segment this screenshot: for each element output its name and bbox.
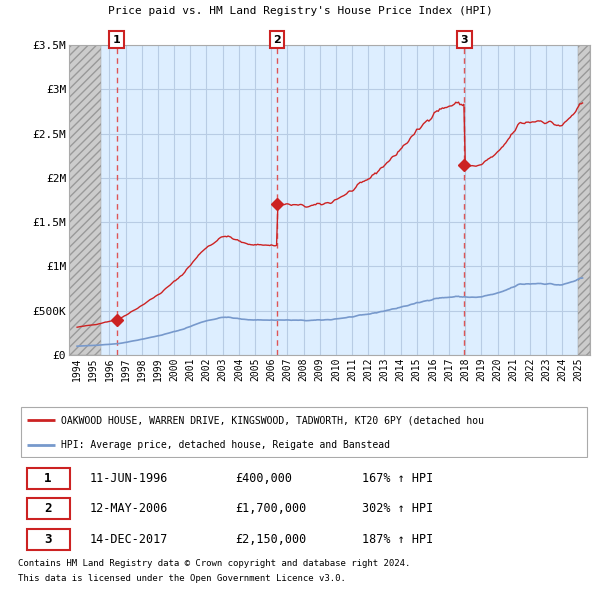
Text: 1: 1 bbox=[44, 472, 52, 485]
Text: 3: 3 bbox=[44, 533, 52, 546]
Text: £400,000: £400,000 bbox=[236, 472, 293, 485]
FancyBboxPatch shape bbox=[26, 468, 70, 489]
Text: Contains HM Land Registry data © Crown copyright and database right 2024.: Contains HM Land Registry data © Crown c… bbox=[18, 559, 410, 568]
Text: 302% ↑ HPI: 302% ↑ HPI bbox=[362, 502, 433, 515]
Text: £1,700,000: £1,700,000 bbox=[236, 502, 307, 515]
FancyBboxPatch shape bbox=[26, 498, 70, 519]
Text: 14-DEC-2017: 14-DEC-2017 bbox=[89, 533, 168, 546]
FancyBboxPatch shape bbox=[26, 529, 70, 549]
Text: 2: 2 bbox=[44, 502, 52, 515]
Text: HPI: Average price, detached house, Reigate and Banstead: HPI: Average price, detached house, Reig… bbox=[61, 440, 390, 450]
FancyBboxPatch shape bbox=[21, 407, 587, 457]
Text: 187% ↑ HPI: 187% ↑ HPI bbox=[362, 533, 433, 546]
Text: 1: 1 bbox=[113, 35, 121, 45]
Text: 3: 3 bbox=[461, 35, 468, 45]
Text: 11-JUN-1996: 11-JUN-1996 bbox=[89, 472, 168, 485]
Text: This data is licensed under the Open Government Licence v3.0.: This data is licensed under the Open Gov… bbox=[18, 574, 346, 583]
Text: 2: 2 bbox=[273, 35, 281, 45]
Text: OAKWOOD HOUSE, WARREN DRIVE, KINGSWOOD, TADWORTH, KT20 6PY (detached hou: OAKWOOD HOUSE, WARREN DRIVE, KINGSWOOD, … bbox=[61, 415, 484, 425]
Text: 167% ↑ HPI: 167% ↑ HPI bbox=[362, 472, 433, 485]
Text: £2,150,000: £2,150,000 bbox=[236, 533, 307, 546]
Text: Price paid vs. HM Land Registry's House Price Index (HPI): Price paid vs. HM Land Registry's House … bbox=[107, 5, 493, 15]
Text: 12-MAY-2006: 12-MAY-2006 bbox=[89, 502, 168, 515]
